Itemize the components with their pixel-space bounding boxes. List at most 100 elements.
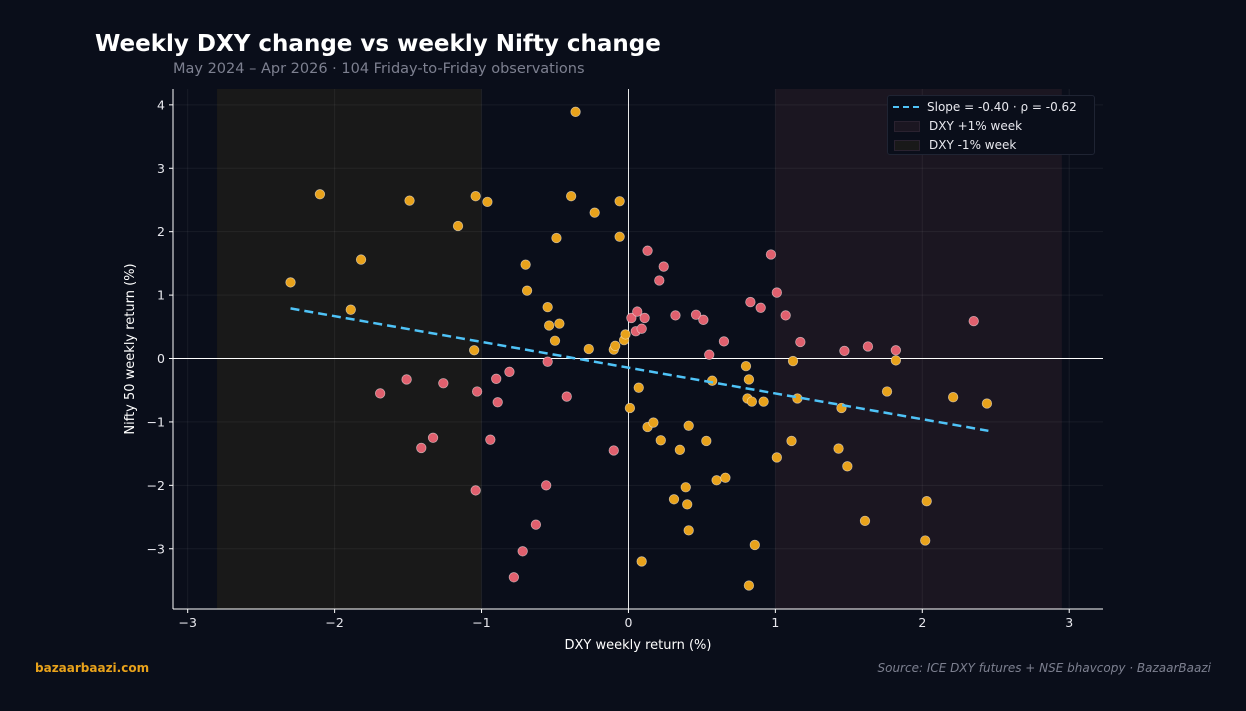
data-point: [485, 434, 496, 445]
x-tick-label: 3: [1065, 615, 1073, 630]
data-point: [758, 396, 769, 407]
x-tick-label: −3: [178, 615, 196, 630]
data-point: [701, 435, 712, 447]
data-point: [549, 335, 561, 346]
data-point: [561, 391, 572, 402]
data-point: [521, 285, 533, 296]
data-point: [755, 302, 766, 313]
legend: Slope = -0.40 · ρ = -0.62 DXY +1% week D…: [887, 95, 1095, 155]
legend-label-dxy-up: DXY +1% week: [929, 119, 1023, 133]
data-points: [285, 106, 993, 591]
data-point: [401, 374, 412, 385]
data-point: [285, 277, 296, 288]
dashed-line-swatch: [893, 106, 919, 108]
data-point: [633, 382, 644, 393]
data-point: [636, 556, 647, 567]
data-point: [839, 345, 850, 357]
y-tick-label: −1: [147, 414, 165, 429]
data-point: [842, 461, 853, 472]
data-point: [780, 310, 791, 321]
shaded-bands: [217, 89, 1062, 609]
chart-title: Weekly DXY change vs weekly Nifty change: [95, 31, 661, 57]
y-tick-label: 2: [157, 224, 165, 239]
data-point: [427, 432, 439, 443]
data-point: [614, 196, 625, 207]
data-point: [690, 309, 702, 320]
data-point: [345, 304, 356, 315]
data-point: [482, 196, 493, 208]
data-point: [530, 519, 542, 530]
legend-item-regression: Slope = -0.40 · ρ = -0.62: [888, 98, 1077, 116]
brand-link[interactable]: bazaarbaazi.com: [35, 661, 150, 675]
x-tick-label: 0: [624, 615, 632, 630]
data-point: [786, 435, 797, 447]
axes: [169, 89, 1103, 613]
data-point: [520, 259, 531, 270]
dxy-down-swatch: [894, 139, 920, 151]
data-point: [746, 396, 758, 407]
data-point: [404, 195, 415, 206]
data-point: [551, 232, 562, 244]
tick-labels: −3 −2 −1 0 1 2 3 −3 −2 −1 0 1 2 3 4: [147, 97, 1074, 630]
dxy-up-swatch: [894, 120, 920, 132]
data-point: [438, 378, 449, 389]
data-point: [610, 340, 621, 351]
data-point: [683, 525, 694, 536]
data-point: [375, 388, 386, 399]
x-tick-label: −1: [472, 615, 490, 630]
legend-item-dxy-up: DXY +1% week: [888, 117, 1022, 135]
data-point: [765, 249, 777, 260]
data-point: [608, 445, 619, 456]
data-point: [771, 452, 782, 463]
data-point: [981, 398, 993, 409]
y-tick-label: 3: [157, 161, 165, 176]
data-point: [743, 374, 755, 385]
data-point: [491, 373, 502, 384]
data-point: [570, 106, 581, 117]
data-point: [469, 345, 480, 356]
data-point: [859, 515, 871, 527]
data-point: [795, 336, 806, 348]
data-point: [655, 435, 666, 446]
data-point: [470, 191, 481, 202]
data-point: [720, 472, 731, 483]
data-point: [743, 580, 755, 591]
data-point: [890, 355, 901, 366]
zero-lines: [173, 89, 1103, 609]
y-tick-label: 4: [157, 97, 165, 112]
data-point: [471, 386, 483, 397]
data-point: [614, 231, 625, 242]
data-point: [674, 444, 686, 455]
x-axis-label: DXY weekly return (%): [565, 638, 712, 653]
data-point: [968, 315, 979, 327]
data-point: [314, 189, 326, 200]
data-point: [554, 318, 565, 329]
data-point: [508, 572, 520, 583]
data-point: [745, 296, 756, 308]
data-point: [749, 539, 760, 551]
data-point: [771, 287, 782, 298]
data-point: [355, 254, 367, 265]
data-point: [620, 329, 631, 340]
data-point: [566, 191, 577, 202]
data-point: [589, 207, 600, 218]
data-point: [517, 546, 528, 557]
source-note: Source: ICE DXY futures + NSE bhavcopy ·…: [877, 661, 1211, 675]
data-point: [833, 443, 844, 454]
data-point: [470, 485, 481, 496]
data-point: [704, 349, 715, 360]
data-point: [682, 499, 693, 510]
y-axis-label: Nifty 50 weekly return (%): [123, 263, 138, 434]
dxy-down-band: [217, 89, 482, 609]
data-point: [890, 345, 901, 356]
data-point: [658, 261, 669, 272]
data-point: [542, 301, 553, 313]
legend-label-dxy-down: DXY -1% week: [929, 138, 1017, 152]
data-point: [718, 336, 730, 347]
regression-line: [290, 307, 989, 433]
data-point: [492, 397, 503, 408]
data-point: [642, 245, 653, 256]
data-point: [632, 306, 643, 317]
data-point: [740, 360, 752, 372]
